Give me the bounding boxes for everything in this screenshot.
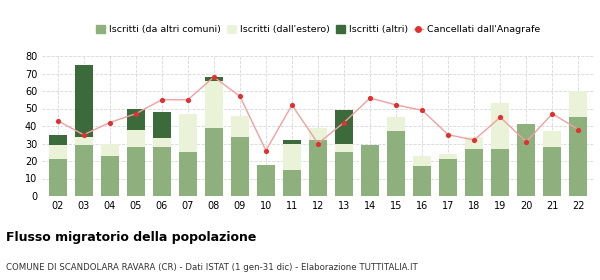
Point xyxy=(183,97,193,102)
Point xyxy=(496,115,505,120)
Bar xyxy=(257,164,275,196)
Point xyxy=(548,111,557,116)
Bar xyxy=(74,65,93,137)
Bar xyxy=(283,170,301,196)
Bar xyxy=(543,131,562,147)
Bar xyxy=(413,156,431,166)
Point xyxy=(209,75,218,79)
Point xyxy=(339,120,349,125)
Bar xyxy=(49,159,67,196)
Bar xyxy=(101,156,119,196)
Bar xyxy=(74,137,93,145)
Bar xyxy=(127,147,145,196)
Legend: Iscritti (da altri comuni), Iscritti (dall'estero), Iscritti (altri), Cancellati: Iscritti (da altri comuni), Iscritti (da… xyxy=(92,22,544,38)
Bar xyxy=(335,152,353,196)
Bar xyxy=(439,154,457,159)
Point xyxy=(574,127,583,132)
Bar xyxy=(283,143,301,170)
Bar xyxy=(49,145,67,159)
Point xyxy=(105,120,115,125)
Bar xyxy=(152,147,171,196)
Bar xyxy=(465,149,484,196)
Point xyxy=(365,96,375,100)
Bar xyxy=(439,159,457,196)
Bar xyxy=(517,124,535,196)
Bar xyxy=(283,140,301,143)
Bar xyxy=(569,117,587,196)
Point xyxy=(391,103,401,107)
Bar xyxy=(335,143,353,152)
Bar xyxy=(309,140,327,196)
Bar xyxy=(179,152,197,196)
Point xyxy=(261,148,271,153)
Bar xyxy=(491,149,509,196)
Bar xyxy=(231,115,249,137)
Bar xyxy=(335,110,353,143)
Bar xyxy=(101,143,119,156)
Bar xyxy=(231,137,249,196)
Bar xyxy=(491,103,509,149)
Bar xyxy=(413,166,431,196)
Point xyxy=(469,138,479,142)
Point xyxy=(79,132,88,137)
Bar xyxy=(465,137,484,149)
Point xyxy=(313,141,323,146)
Bar xyxy=(361,145,379,196)
Bar xyxy=(543,147,562,196)
Point xyxy=(443,132,453,137)
Bar xyxy=(387,131,405,196)
Bar xyxy=(205,81,223,128)
Bar xyxy=(152,112,171,138)
Bar xyxy=(74,145,93,196)
Bar xyxy=(205,128,223,196)
Point xyxy=(287,103,297,107)
Bar xyxy=(127,129,145,147)
Point xyxy=(53,118,62,123)
Point xyxy=(418,108,427,113)
Bar xyxy=(569,91,587,117)
Point xyxy=(235,94,245,99)
Bar xyxy=(49,135,67,145)
Point xyxy=(131,111,140,116)
Point xyxy=(157,97,167,102)
Bar xyxy=(387,117,405,131)
Text: COMUNE DI SCANDOLARA RAVARA (CR) - Dati ISTAT (1 gen-31 dic) - Elaborazione TUTT: COMUNE DI SCANDOLARA RAVARA (CR) - Dati … xyxy=(6,263,418,272)
Bar xyxy=(179,114,197,152)
Point xyxy=(521,139,531,144)
Bar xyxy=(205,77,223,81)
Bar xyxy=(152,138,171,147)
Bar xyxy=(309,128,327,140)
Text: Flusso migratorio della popolazione: Flusso migratorio della popolazione xyxy=(6,231,256,244)
Bar xyxy=(127,109,145,129)
